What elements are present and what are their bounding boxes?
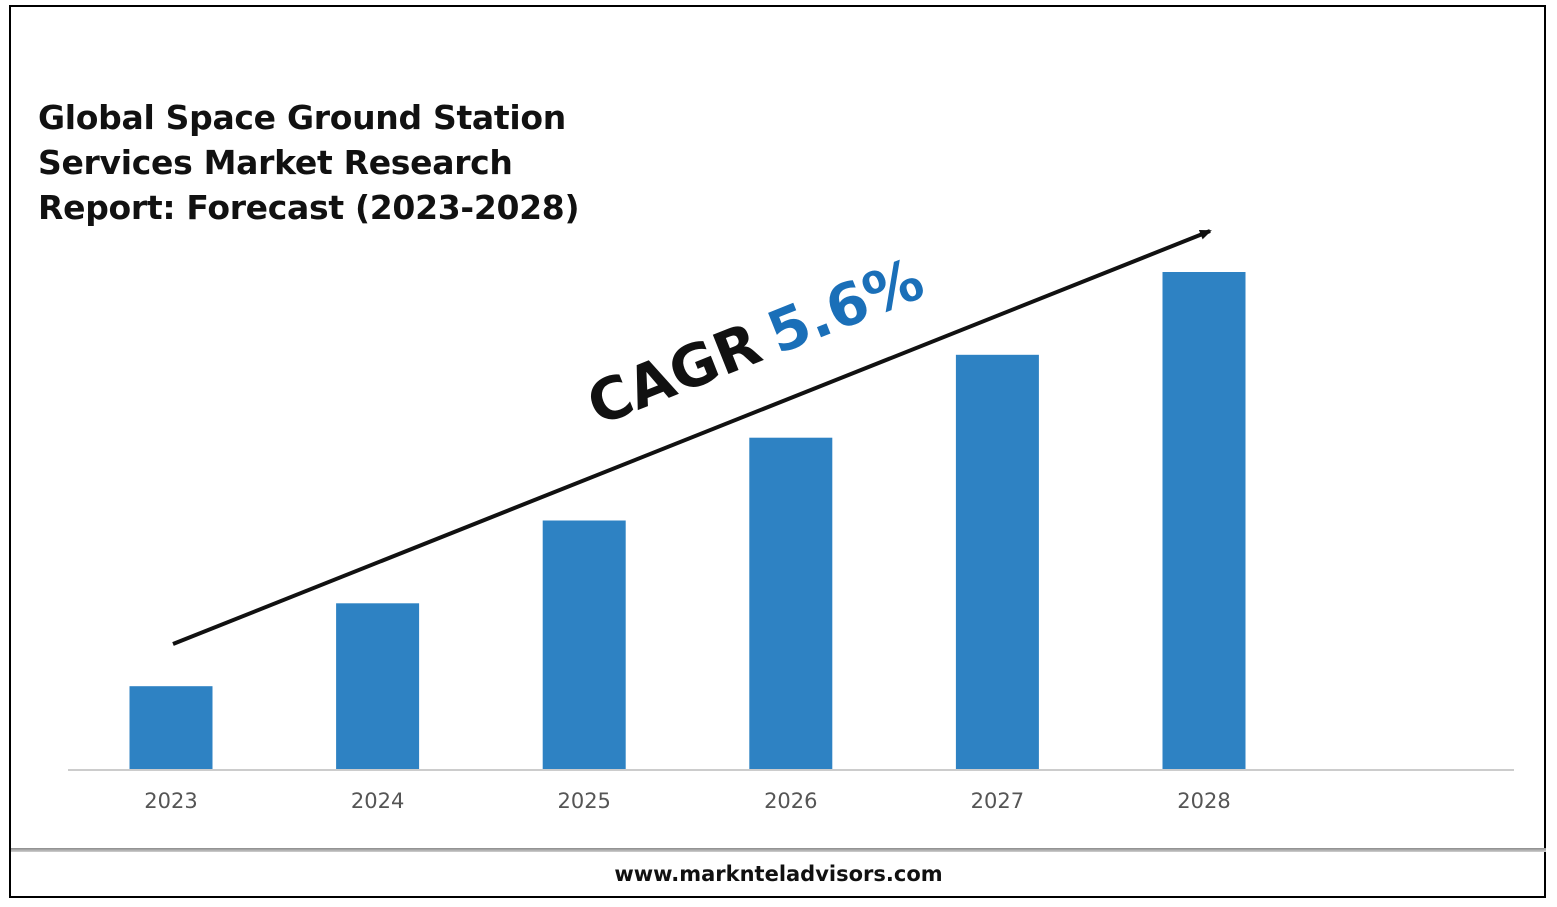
bar-group xyxy=(129,272,1246,769)
x-tick-label-2028: 2028 xyxy=(1177,789,1230,813)
x-tick-group: 2023 2024 2025 2026 2027 2028 xyxy=(144,789,1230,813)
bar-2024 xyxy=(336,603,420,769)
bar-2025 xyxy=(542,520,626,769)
x-tick-label-2024: 2024 xyxy=(351,789,404,813)
bar-2023 xyxy=(129,686,213,769)
footer-divider xyxy=(11,848,1546,852)
cagr-trend-arrow xyxy=(172,229,1212,646)
bar-2026 xyxy=(749,437,833,769)
x-tick-label-2025: 2025 xyxy=(557,789,610,813)
bar-2028 xyxy=(1162,272,1246,769)
chart-title: Global Space Ground Station Services Mar… xyxy=(38,98,580,227)
cagr-value: 5.6% xyxy=(758,245,933,368)
x-tick-label-2026: 2026 xyxy=(764,789,817,813)
cagr-annotation: CAGR5.6% xyxy=(578,245,933,439)
x-tick-label-2027: 2027 xyxy=(971,789,1024,813)
x-tick-label-2023: 2023 xyxy=(144,789,197,813)
bar-2027 xyxy=(955,354,1039,769)
footer-url: www.marknteladvisors.com xyxy=(614,862,943,886)
